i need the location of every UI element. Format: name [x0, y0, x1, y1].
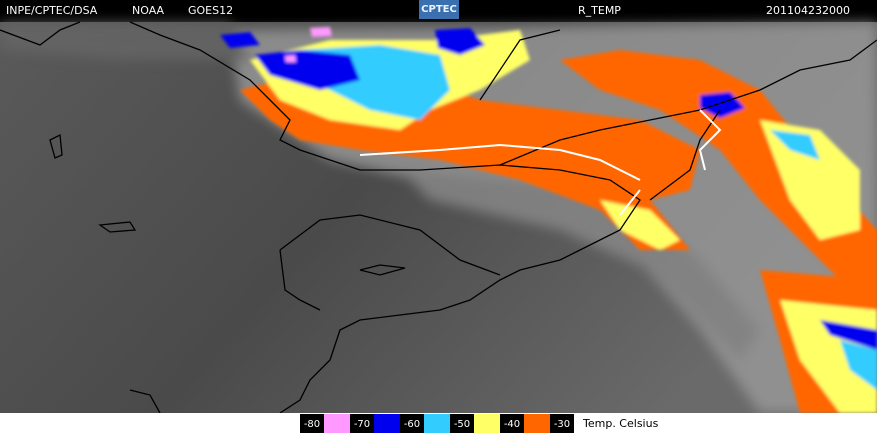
legend-label: -30: [554, 419, 570, 430]
rivers: [359, 109, 722, 216]
legend-label-box: [400, 414, 424, 433]
legend-swatch: [374, 414, 400, 433]
legend-swatch: [524, 414, 550, 433]
legend-label: -60: [404, 419, 420, 430]
legend-label: -70: [354, 419, 370, 430]
legend-unit: Temp. Celsius: [582, 417, 659, 430]
agency-label: NOAA: [132, 4, 165, 17]
legend-label: -40: [504, 419, 520, 430]
legend-label-box: [300, 414, 324, 433]
legend-label: -80: [304, 419, 320, 430]
cold-tops: [220, 27, 877, 413]
logo: CPTEC: [421, 4, 457, 15]
legend-label: -50: [454, 419, 470, 430]
timestamp-label: 201104232000: [766, 4, 850, 17]
legend-swatch: [474, 414, 500, 433]
product-label: R_TEMP: [578, 4, 621, 17]
logo-box: [419, 0, 459, 19]
legend: -80 -70 -60 -50 -40 -30: [300, 414, 574, 433]
legend-label-box: [350, 414, 374, 433]
satellite-image: [0, 21, 877, 414]
legend-label-box: [500, 414, 524, 433]
legend-swatch: [324, 414, 350, 433]
legend-label-box: [550, 414, 574, 433]
legend-label-box: [450, 414, 474, 433]
satellite-label: GOES12: [188, 4, 233, 17]
source-label: INPE/CPTEC/DSA: [6, 4, 98, 17]
legend-swatch: [424, 414, 450, 433]
